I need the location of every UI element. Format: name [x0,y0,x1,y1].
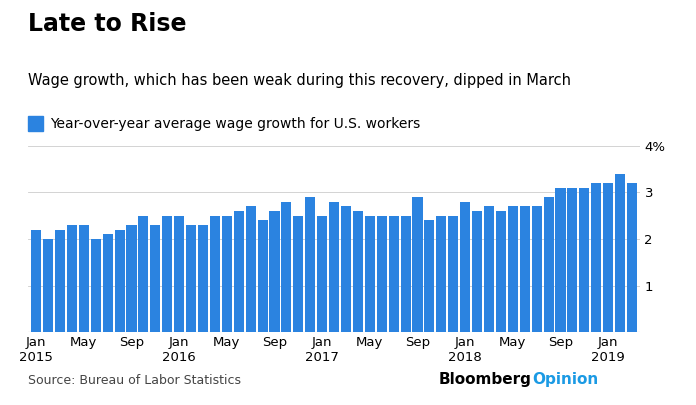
Bar [496,211,506,332]
Bar [329,202,339,332]
Bar [436,216,446,332]
Bar [425,220,434,332]
Bar [162,216,173,332]
Bar [591,183,601,332]
Bar [341,207,351,332]
Text: Year-over-year average wage growth for U.S. workers: Year-over-year average wage growth for U… [50,117,420,130]
Bar [115,230,125,332]
Bar [579,188,590,332]
Bar [269,211,280,332]
Bar [55,230,65,332]
Bar [413,197,422,332]
Bar [388,216,399,332]
Bar [353,211,363,332]
Text: Wage growth, which has been weak during this recovery, dipped in March: Wage growth, which has been weak during … [28,73,571,88]
Bar [198,225,208,332]
Bar [520,207,530,332]
Bar [102,234,113,332]
Bar [210,216,220,332]
Bar [400,216,411,332]
Bar [127,225,136,332]
Text: Source: Bureau of Labor Statistics: Source: Bureau of Labor Statistics [28,374,241,387]
Bar [43,239,53,332]
Bar [603,183,613,332]
Bar [567,188,578,332]
Bar [472,211,482,332]
Bar [532,207,541,332]
Bar [317,216,327,332]
Bar [484,207,494,332]
Bar [234,211,244,332]
Bar [150,225,160,332]
Bar [222,216,232,332]
Bar [246,207,255,332]
Text: Bloomberg: Bloomberg [438,372,531,387]
Bar [377,216,387,332]
Bar [627,183,637,332]
Bar [508,207,518,332]
Bar [365,216,375,332]
Bar [448,216,458,332]
Bar [67,225,77,332]
Bar [615,174,625,332]
Bar [186,225,196,332]
Bar [174,216,184,332]
Bar [281,202,292,332]
Bar [139,216,148,332]
Bar [305,197,315,332]
Bar [258,220,268,332]
Bar [79,225,89,332]
Bar [31,230,41,332]
Text: Late to Rise: Late to Rise [28,12,187,36]
Bar [293,216,303,332]
Bar [544,197,553,332]
Bar [555,188,566,332]
Text: Opinion: Opinion [532,372,599,387]
Bar [90,239,101,332]
Bar [460,202,470,332]
